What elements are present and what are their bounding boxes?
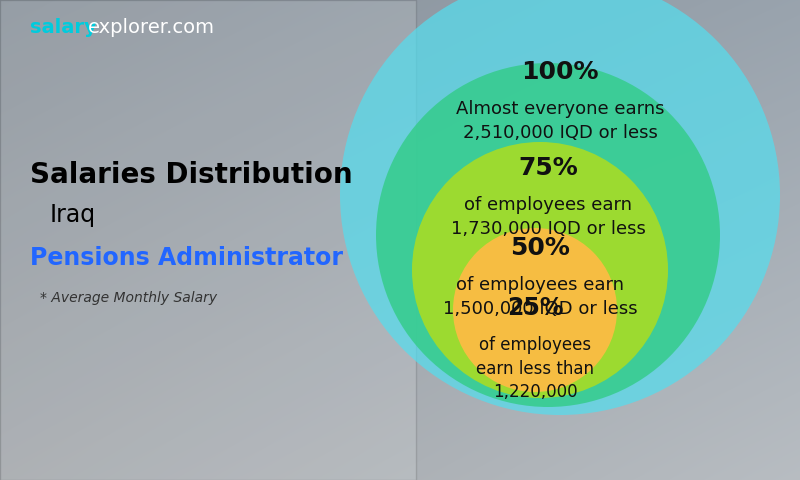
Circle shape bbox=[453, 228, 617, 392]
Text: * Average Monthly Salary: * Average Monthly Salary bbox=[40, 291, 217, 305]
Text: of employees
earn less than
1,220,000: of employees earn less than 1,220,000 bbox=[476, 336, 594, 401]
Text: of employees earn
1,500,000 IQD or less: of employees earn 1,500,000 IQD or less bbox=[442, 276, 638, 318]
Text: explorer.com: explorer.com bbox=[88, 18, 215, 37]
Circle shape bbox=[340, 0, 780, 415]
Text: Salaries Distribution: Salaries Distribution bbox=[30, 161, 353, 189]
Circle shape bbox=[412, 142, 668, 398]
Text: 100%: 100% bbox=[522, 60, 598, 84]
Text: 50%: 50% bbox=[510, 236, 570, 260]
Text: salary: salary bbox=[30, 18, 97, 37]
FancyBboxPatch shape bbox=[0, 0, 416, 480]
Text: Almost everyone earns
2,510,000 IQD or less: Almost everyone earns 2,510,000 IQD or l… bbox=[456, 100, 664, 142]
Text: of employees earn
1,730,000 IQD or less: of employees earn 1,730,000 IQD or less bbox=[450, 196, 646, 238]
Text: Pensions Administrator: Pensions Administrator bbox=[30, 246, 343, 270]
Text: 25%: 25% bbox=[506, 296, 563, 320]
Circle shape bbox=[376, 63, 720, 407]
Text: Iraq: Iraq bbox=[50, 203, 96, 227]
Text: 75%: 75% bbox=[518, 156, 578, 180]
